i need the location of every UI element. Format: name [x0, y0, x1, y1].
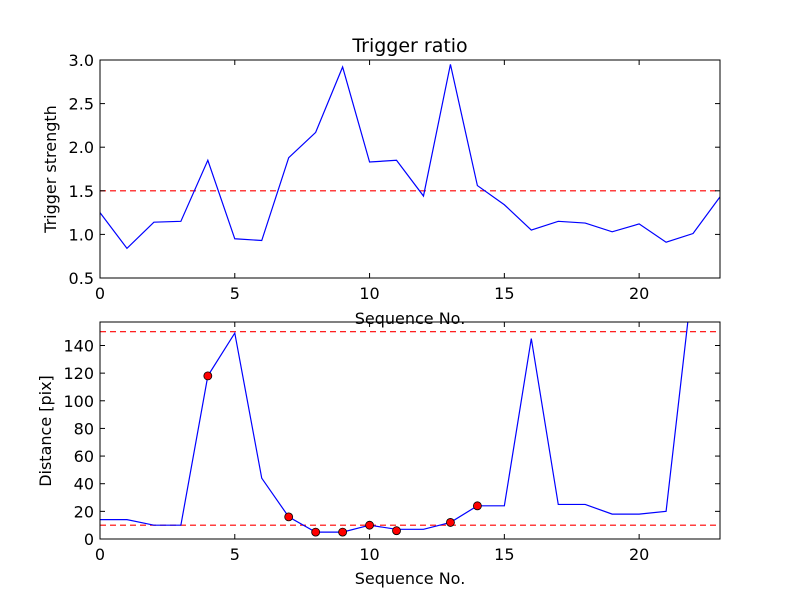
top-series-line	[100, 64, 720, 250]
top-x-tick-label: 20	[629, 284, 649, 303]
top-y-tick-label: 0.5	[69, 269, 94, 288]
bottom-data-marker	[446, 518, 455, 527]
bottom-data-marker	[365, 520, 374, 530]
bottom-x-tick-label: 5	[230, 545, 240, 564]
bottom-x-tick-label: 0	[95, 545, 105, 564]
top-x-tick-label: 5	[230, 284, 240, 303]
top-plot-frame	[99, 59, 721, 279]
top-x-tick-label: 15	[494, 284, 514, 303]
bottom-x-tick-label: 10	[359, 545, 379, 564]
bottom-y-tick-label: 100	[63, 392, 94, 411]
bottom-y-tick-label: 0	[84, 530, 94, 549]
top-y-tick-label: 2.0	[69, 138, 94, 157]
bottom-x-tick-label: 20	[629, 545, 649, 564]
bottom-y-tick-label: 120	[63, 364, 94, 383]
top-x-tick-label: 0	[95, 284, 105, 303]
bottom-data-marker	[284, 512, 294, 522]
top-y-axis-label: Trigger strength	[41, 105, 60, 234]
trigger-ratio-panel: Trigger ratio 0 5 10 15 20 0.5 1.0 1.5 2.0 2.5 3.0…	[41, 35, 721, 328]
bottom-data-marker	[311, 527, 321, 537]
top-x-axis-label: Sequence No.	[355, 309, 466, 328]
top-y-tick-label: 3.0	[69, 51, 94, 70]
bottom-y-tick-label: 40	[74, 475, 94, 494]
bottom-x-axis-label: Sequence No.	[355, 569, 466, 588]
bottom-data-marker	[472, 501, 482, 511]
bottom-y-axis-label: Distance [pix]	[36, 375, 55, 487]
bottom-y-tick-label: 140	[63, 336, 94, 355]
bottom-data-marker	[203, 371, 213, 381]
bottom-plot-frame	[99, 321, 721, 540]
bottom-series-line	[100, 322, 689, 533]
bottom-data-marker	[392, 526, 401, 536]
bottom-y-tick-label: 60	[74, 447, 94, 466]
bottom-y-tick-label: 20	[74, 502, 94, 521]
top-y-tick-label: 1.5	[69, 182, 94, 201]
bottom-x-tick-label: 15	[494, 545, 514, 564]
bottom-data-marker	[338, 527, 348, 537]
top-x-tick-label: 10	[359, 284, 379, 303]
top-chart-title: Trigger ratio	[351, 35, 467, 57]
top-y-tick-label: 1.0	[69, 225, 94, 244]
top-y-tick-label: 2.5	[69, 95, 94, 114]
bottom-y-tick-label: 80	[74, 419, 94, 438]
